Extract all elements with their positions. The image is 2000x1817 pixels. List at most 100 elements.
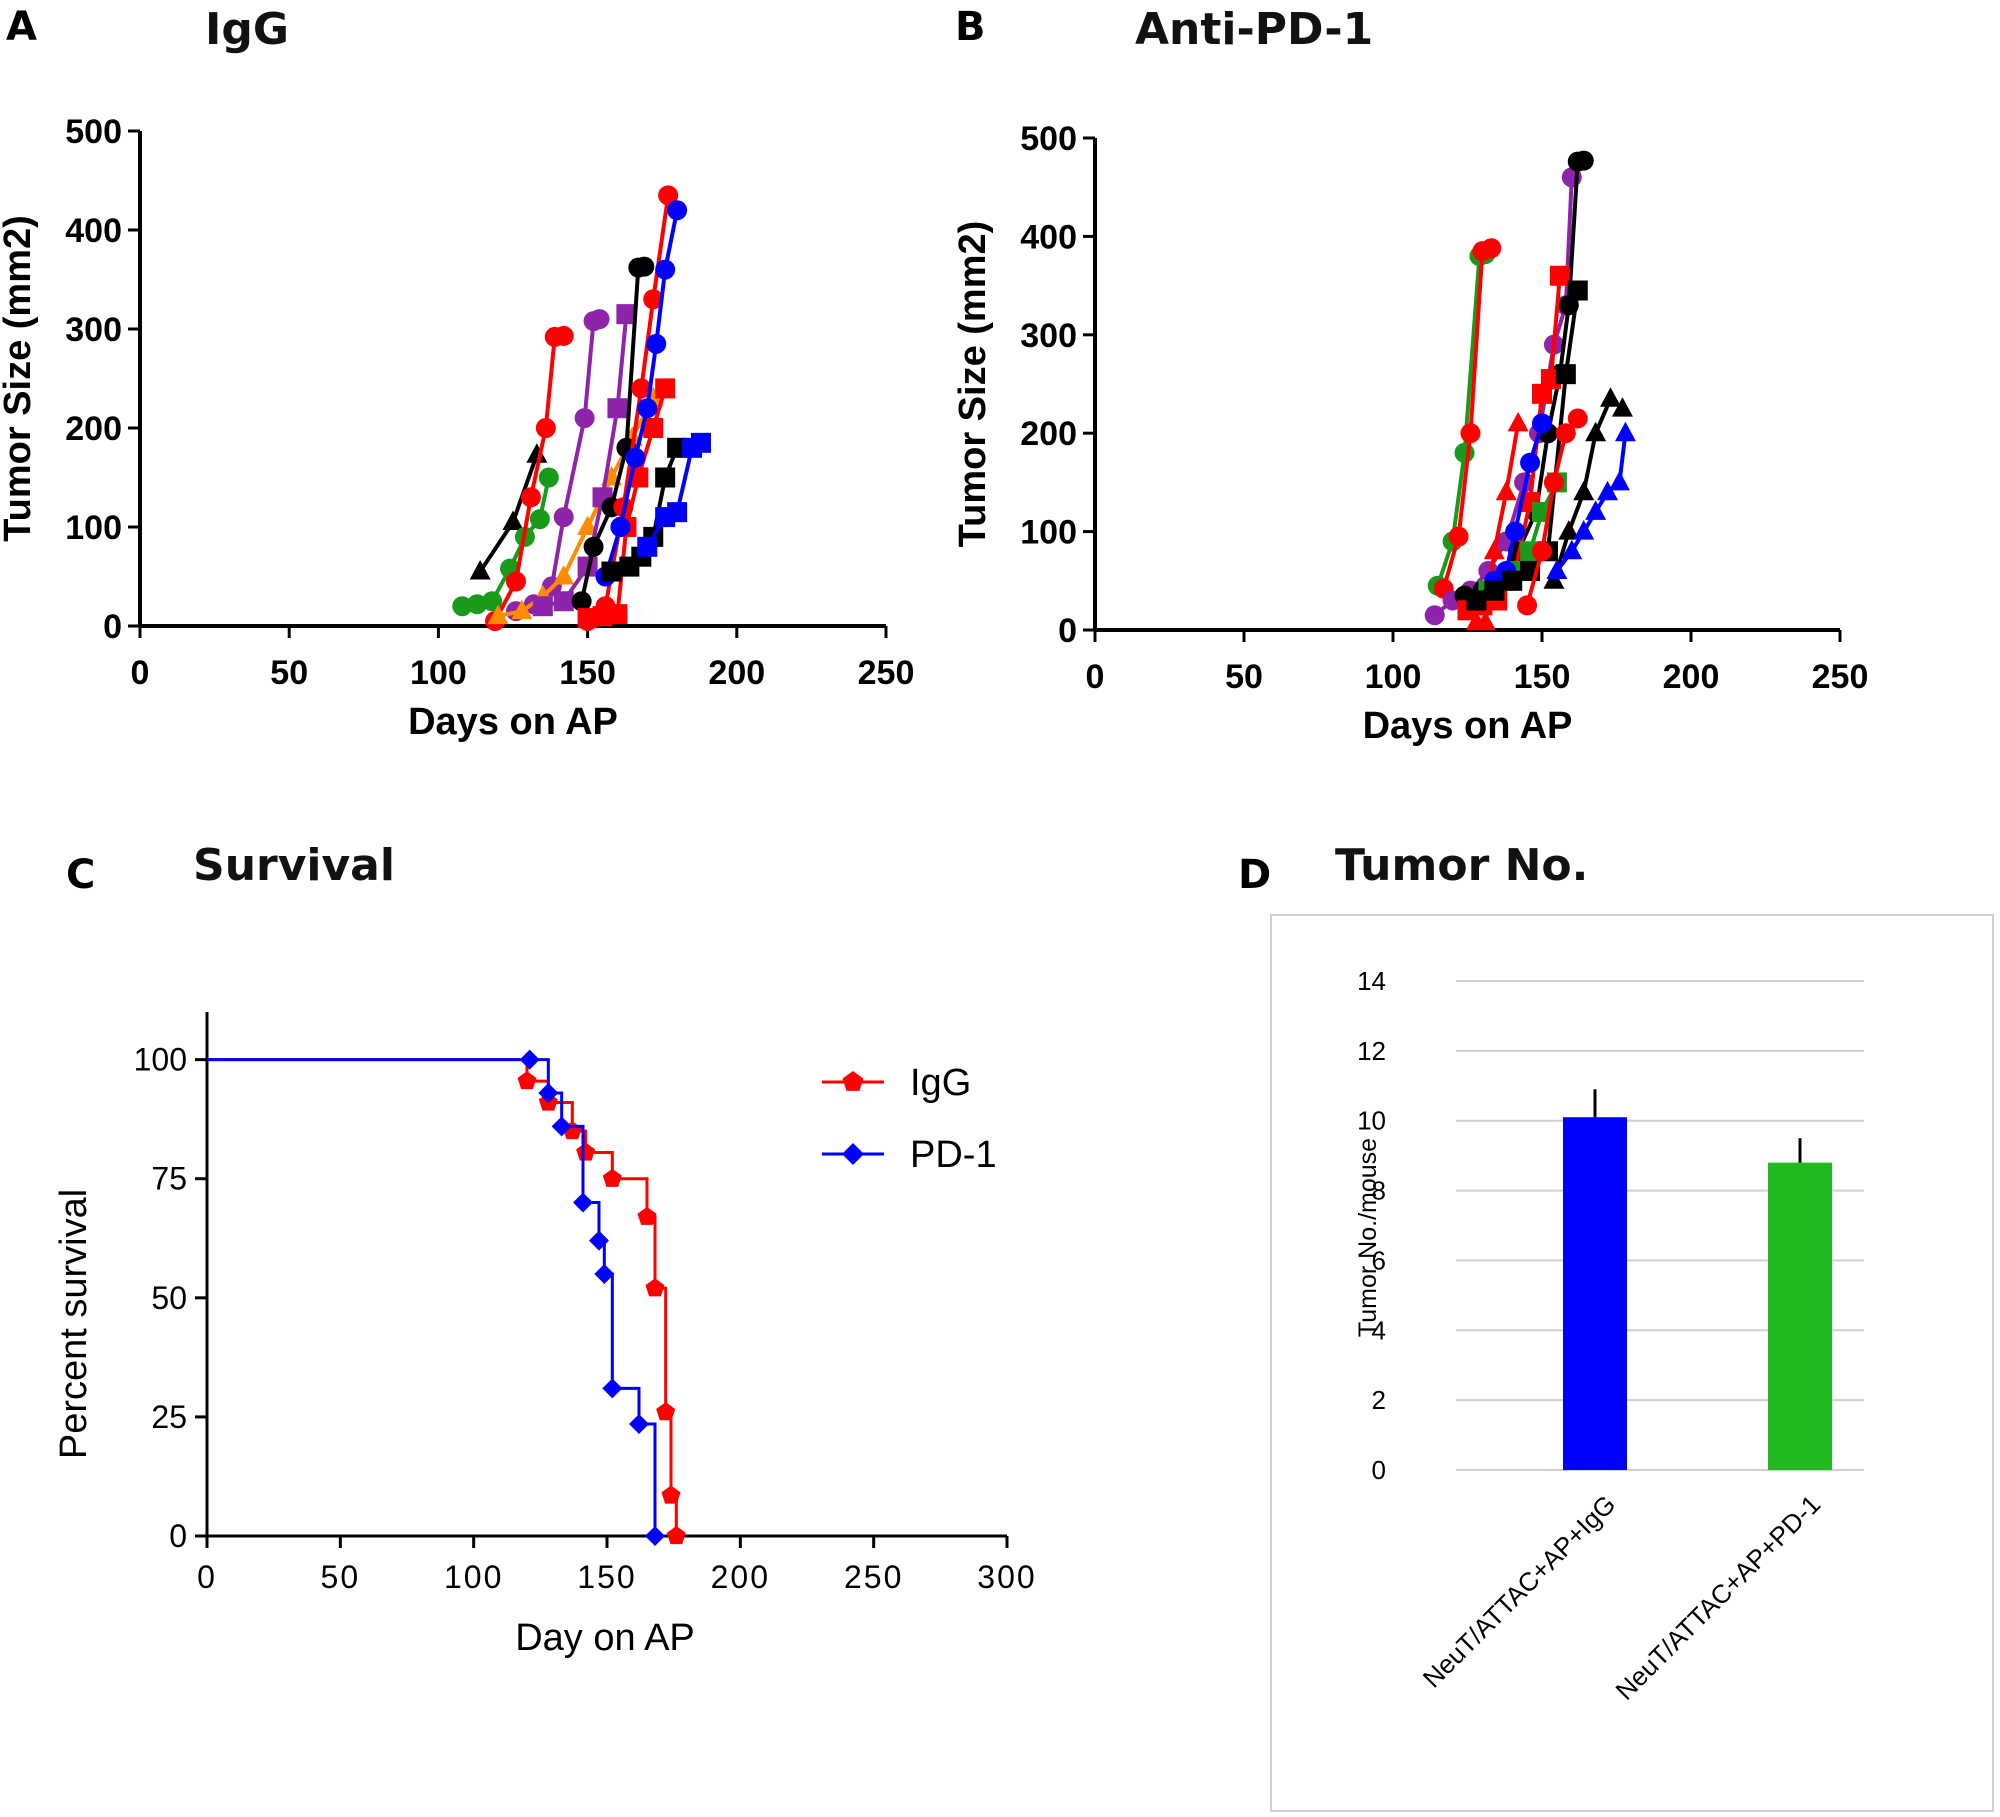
tumor-size-chart-anti-pd1: 0 50 100 150 200 250 0 100 200 300 400 500 Days on A… — [955, 120, 1868, 747]
data-point — [631, 378, 652, 399]
data-point — [1460, 423, 1481, 444]
data-point — [1561, 539, 1583, 560]
y-tick-label: 100 — [134, 1042, 187, 1078]
data-point — [577, 611, 598, 632]
y-tick-label: 500 — [1020, 120, 1077, 158]
x-tick-label: 150 — [577, 1559, 636, 1595]
tumor-number-chart-frame — [1270, 914, 1994, 1812]
data-point — [690, 432, 711, 453]
data-point — [1585, 421, 1607, 442]
data-point — [643, 418, 664, 438]
data-point — [469, 560, 491, 580]
data-point — [658, 185, 679, 206]
data-point — [1454, 442, 1475, 463]
data-point — [1543, 569, 1565, 589]
y-tick-label: 500 — [65, 113, 122, 151]
y-axis-label: Percent survival — [53, 1189, 95, 1459]
x-tick-label: 50 — [1225, 658, 1263, 696]
data-point — [625, 447, 646, 468]
data-point — [1532, 413, 1552, 434]
x-tick-label: 250 — [858, 654, 915, 692]
data-point — [1520, 452, 1541, 473]
data-point — [595, 596, 616, 617]
panel-d-letter: D — [1238, 852, 1272, 898]
data-point — [1549, 265, 1570, 286]
data-point — [520, 487, 541, 508]
data-point — [482, 591, 503, 612]
survival-point — [573, 1192, 593, 1213]
y-tick-label: 6 — [1372, 1245, 1386, 1275]
survival-point — [589, 1230, 609, 1251]
y-tick-label: 200 — [65, 410, 122, 448]
category-label: NeuT/ATTAC+AP+PD-1 — [1610, 1489, 1827, 1706]
survival-point — [656, 1402, 676, 1421]
y-tick-label: 10 — [1357, 1106, 1386, 1136]
x-tick-label: 100 — [410, 654, 467, 692]
data-point — [634, 256, 655, 277]
data-point — [1555, 364, 1576, 385]
data-point — [1611, 397, 1633, 417]
survival-curve — [207, 1058, 678, 1536]
data-point — [616, 304, 637, 325]
y-tick-label: 0 — [1058, 612, 1077, 650]
data-point — [1546, 559, 1568, 579]
data-point — [526, 443, 548, 463]
x-tick-label: 0 — [131, 654, 150, 692]
survival-point — [602, 1168, 622, 1187]
survival-point — [666, 1526, 686, 1545]
x-tick-label: 150 — [1514, 658, 1571, 696]
data-point — [1507, 411, 1529, 432]
data-point — [577, 515, 599, 535]
survival-point — [551, 1116, 572, 1137]
x-tick-label: 0 — [1086, 658, 1105, 696]
data-point — [655, 378, 676, 399]
x-tick-label: 150 — [559, 654, 616, 692]
data-point — [505, 571, 526, 592]
x-tick-label: 100 — [444, 1559, 503, 1595]
data-point — [529, 509, 550, 530]
data-point — [487, 604, 509, 625]
data-point — [553, 325, 574, 346]
x-axis-label: Day on AP — [515, 1617, 695, 1659]
y-tick-label: 300 — [1020, 317, 1077, 355]
survival-point — [517, 1071, 537, 1090]
data-point — [607, 398, 628, 419]
survival-point — [645, 1526, 665, 1546]
y-tick-label: 100 — [65, 509, 122, 547]
data-point — [589, 309, 610, 330]
data-point — [511, 599, 533, 620]
y-axis-label: Tumor Size (mm2) — [0, 215, 39, 542]
y-tick-label: 100 — [1020, 514, 1077, 552]
survival-point — [519, 1049, 540, 1070]
tumor-size-chart-igg: 0 50 100 150 200 250 0 100 200 300 400 500 Days on A… — [0, 113, 915, 743]
survival-point — [594, 1264, 615, 1284]
data-point — [583, 536, 604, 557]
legend-label: IgG — [910, 1062, 971, 1104]
y-tick-label: 400 — [1020, 218, 1077, 256]
data-point — [655, 259, 676, 280]
data-point — [1555, 423, 1576, 444]
y-tick-label: 4 — [1372, 1315, 1386, 1345]
survival-curve — [207, 1058, 657, 1536]
legend-label: PD-1 — [910, 1134, 997, 1176]
survival-point — [645, 1278, 665, 1297]
data-point — [1608, 470, 1630, 491]
y-tick-label: 0 — [169, 1518, 187, 1554]
survival-point — [637, 1206, 657, 1225]
panel-c-title: Survival — [193, 840, 395, 891]
data-point — [1567, 280, 1588, 301]
category-label: NeuT/ATTAC+AP+IgG — [1417, 1489, 1621, 1693]
panel-b-title: Anti-PD-1 — [1135, 4, 1374, 55]
panel-b-letter: B — [955, 4, 986, 50]
data-point — [1567, 408, 1588, 429]
data-point — [646, 333, 667, 354]
data-point — [610, 517, 631, 537]
data-point — [1505, 521, 1526, 542]
x-tick-label: 50 — [270, 654, 308, 692]
data-point — [667, 502, 688, 523]
data-point — [655, 467, 676, 488]
x-tick-label: 200 — [711, 1559, 770, 1595]
survival-chart: 0 50 100 150 200 250 300 0 25 50 75 100 Day on AP Per… — [53, 1012, 1035, 1659]
data-point — [1558, 520, 1580, 540]
y-tick-label: 0 — [1372, 1455, 1386, 1485]
